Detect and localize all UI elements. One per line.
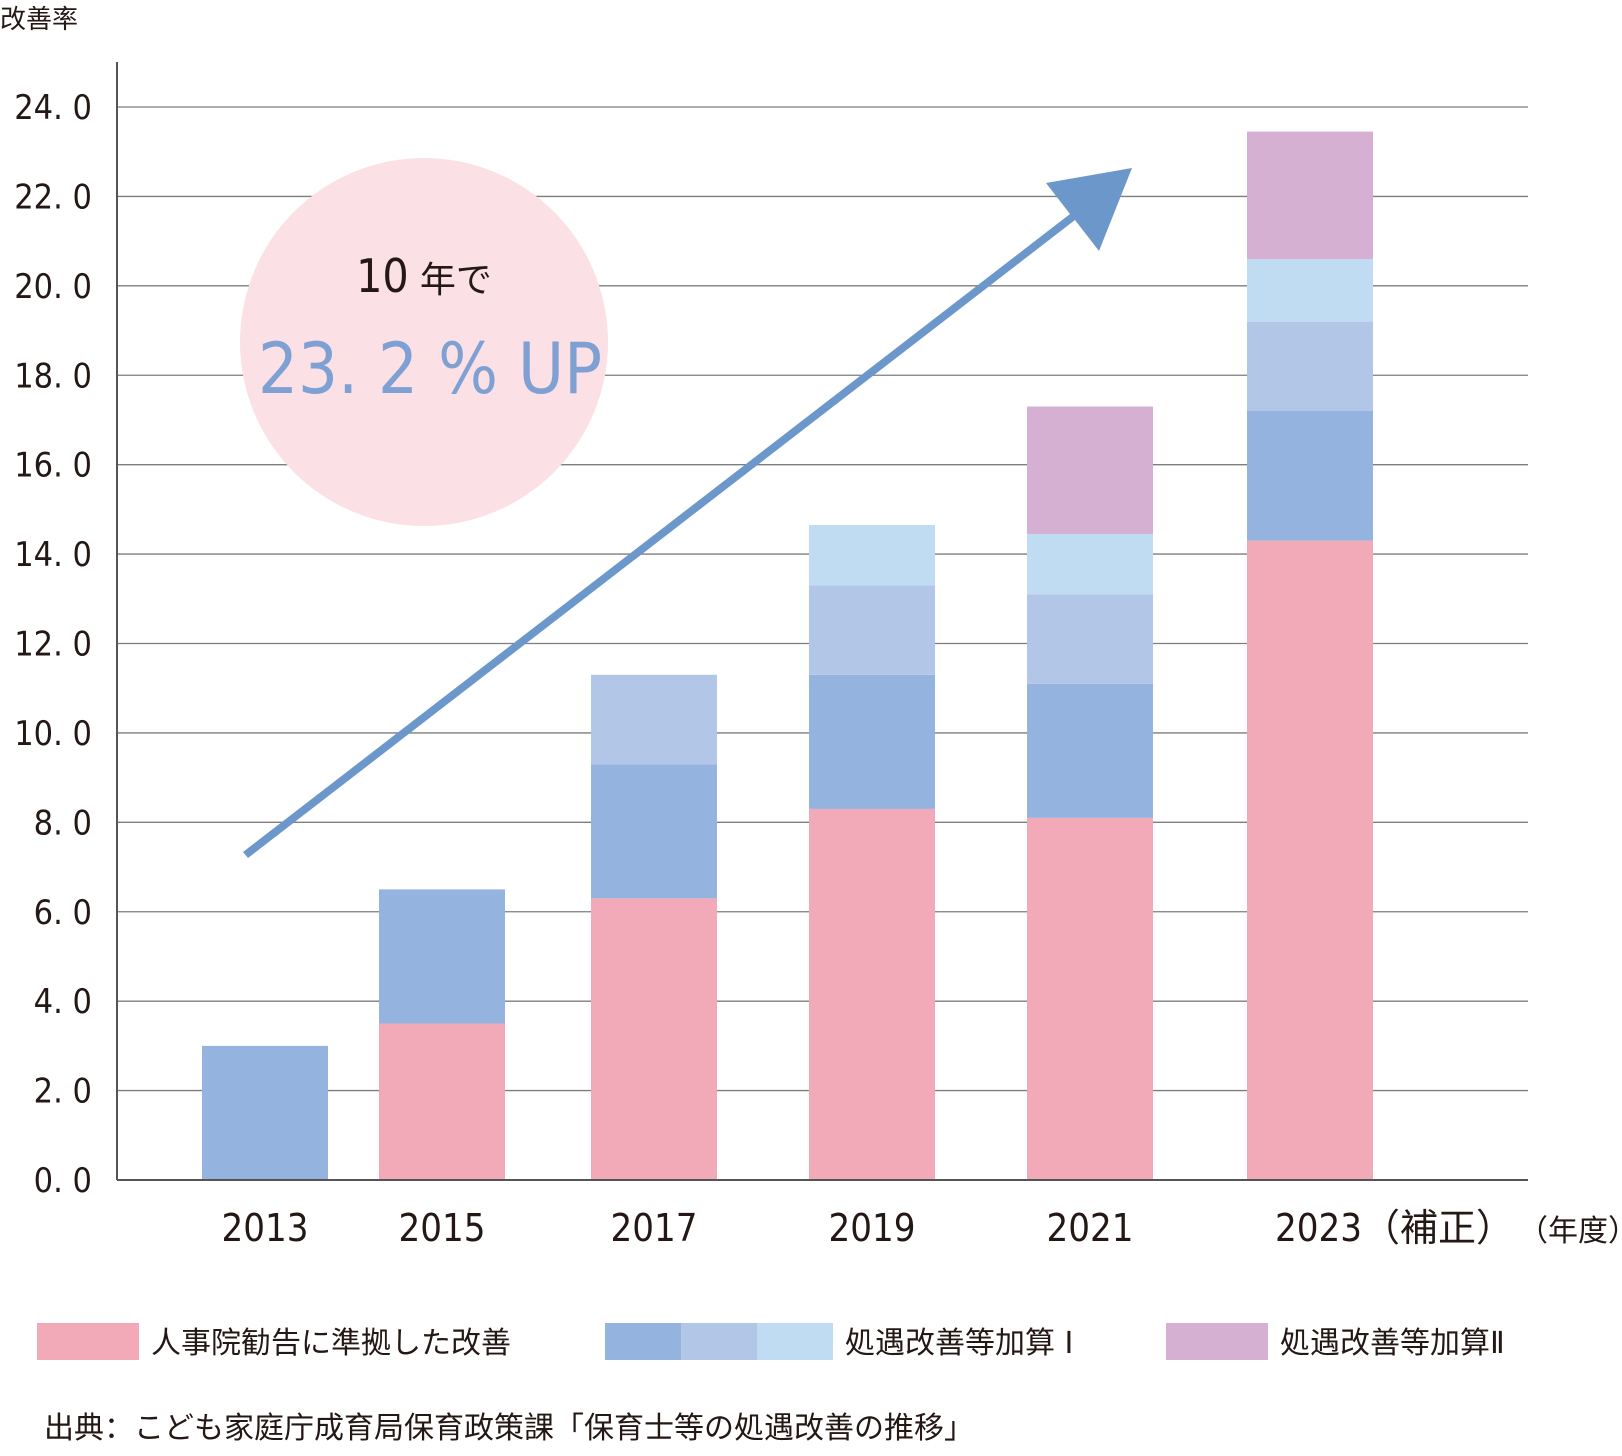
bar-segment	[1247, 131, 1373, 260]
y-tick-label: 12. 0	[14, 625, 92, 665]
y-tick-label: 14. 0	[14, 535, 92, 575]
bar-segment	[1027, 594, 1153, 684]
legend-label: 人事院勧告に準拠した改善	[151, 1326, 511, 1361]
bar-segment	[1247, 321, 1373, 412]
badge-years-text: 年で	[420, 260, 492, 301]
bar-segment	[1027, 533, 1153, 595]
highlight-circle	[240, 158, 608, 526]
bar-segment	[379, 1023, 505, 1180]
trend-annotation: 10 年で 23. 2 % UP	[240, 158, 1132, 858]
y-tick-label: 2. 0	[34, 1072, 92, 1112]
y-tick-label: 20. 0	[14, 267, 92, 307]
bar-segment	[591, 674, 717, 765]
x-tick-label: 2017	[611, 1206, 698, 1250]
badge-line1: 10 年で	[356, 249, 492, 303]
y-tick-label: 0. 0	[34, 1161, 92, 1201]
bar-segment	[1027, 406, 1153, 534]
x-tick-labels: 2013 2015 2017 2019 2021 2023（補正）	[222, 1206, 1514, 1250]
bar-segment	[591, 764, 717, 899]
x-tick-label: 2023（補正）	[1275, 1206, 1514, 1250]
bar-segment	[1027, 817, 1153, 1180]
legend-swatch	[757, 1323, 833, 1360]
legend-swatch	[681, 1323, 757, 1360]
legend-swatch	[605, 1323, 681, 1360]
bar-segment	[1247, 540, 1373, 1180]
bars	[202, 131, 1373, 1180]
y-tick-label: 6. 0	[34, 893, 92, 933]
trend-arrow-icon	[243, 168, 1132, 858]
bar-segment	[809, 674, 935, 809]
badge-line2: 23. 2 % UP	[258, 328, 602, 410]
badge-years: 10	[356, 249, 409, 303]
bar-segment	[1027, 683, 1153, 818]
legend-swatch	[1166, 1323, 1268, 1360]
x-axis-unit: （年度）	[1518, 1214, 1622, 1249]
x-tick-label: 2015	[399, 1206, 486, 1250]
bar-segment	[1247, 411, 1373, 541]
y-tick-label: 22. 0	[14, 177, 92, 217]
y-tick-label: 18. 0	[14, 356, 92, 396]
y-tick-labels: 0. 0 2. 0 4. 0 6. 0 8. 0 10. 0 12. 0 14. 0 16. 0…	[14, 88, 92, 1201]
bar-segment	[809, 585, 935, 675]
x-tick-label: 2021	[1047, 1206, 1134, 1250]
legend-swatch	[37, 1323, 139, 1360]
bar-segment	[809, 808, 935, 1180]
bar-segment	[379, 889, 505, 1024]
bar-segment	[202, 1045, 328, 1180]
y-tick-label: 4. 0	[34, 982, 92, 1022]
source-note: 出典：こども家庭庁成育局保育政策課「保育士等の処遇改善の推移」	[44, 1411, 974, 1446]
y-tick-label: 10. 0	[14, 714, 92, 754]
legend: 人事院勧告に準拠した改善 処遇改善等加算 Ⅰ 処遇改善等加算Ⅱ	[37, 1323, 1505, 1361]
bar-segment	[809, 525, 935, 586]
y-tick-label: 8. 0	[34, 803, 92, 843]
x-tick-label: 2019	[829, 1206, 916, 1250]
y-tick-label: 24. 0	[14, 88, 92, 128]
legend-label: 処遇改善等加算Ⅱ	[1280, 1326, 1505, 1361]
legend-label: 処遇改善等加算 Ⅰ	[845, 1326, 1073, 1361]
bar-segment	[591, 898, 717, 1180]
bar-segment	[1247, 259, 1373, 322]
x-tick-label: 2013	[222, 1206, 309, 1250]
y-tick-label: 16. 0	[14, 446, 92, 486]
y-axis-title: 改善率	[0, 5, 78, 35]
